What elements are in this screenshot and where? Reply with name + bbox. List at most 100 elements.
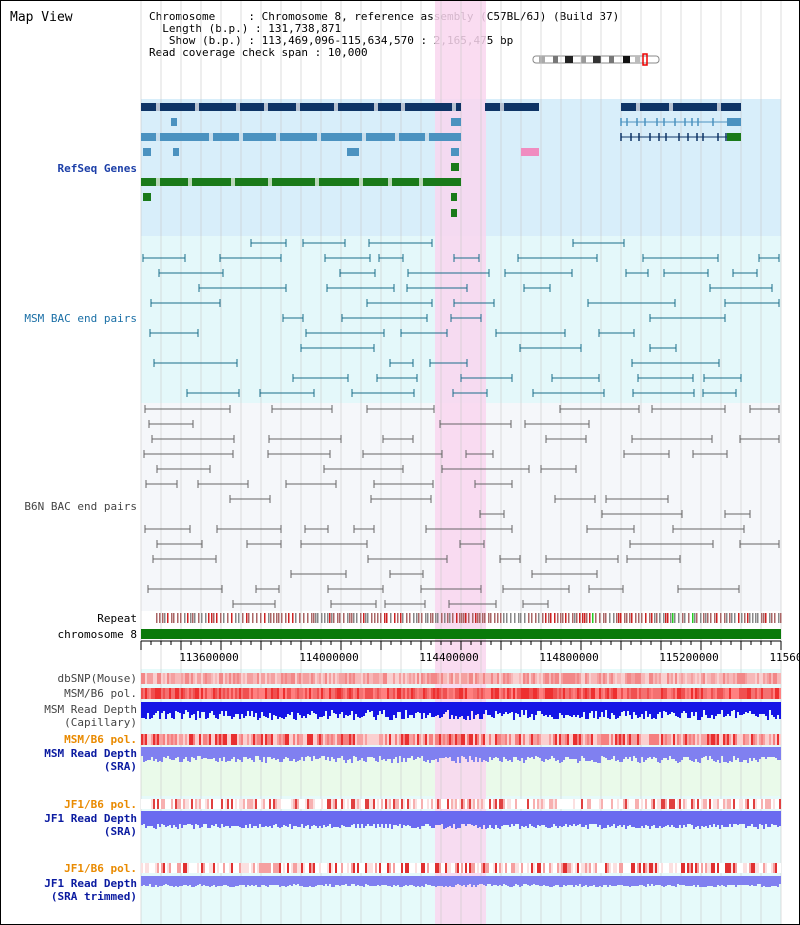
depth-bar [609, 702, 611, 719]
density-cell [163, 688, 165, 699]
density-cell [201, 688, 203, 699]
depth-bar [547, 811, 549, 828]
density-cell [183, 799, 185, 809]
density-cell [399, 688, 401, 699]
depth-bar [637, 702, 639, 718]
density-cell [315, 799, 317, 809]
density-cell [219, 799, 221, 809]
depth-bar [723, 811, 725, 827]
density-cell [185, 688, 187, 699]
density-cell [675, 673, 677, 684]
depth-bar [611, 702, 613, 713]
density-cell [181, 863, 183, 873]
depth-bar [425, 702, 427, 718]
density-cell [447, 799, 449, 809]
density-cell [743, 799, 745, 809]
depth-bar [257, 876, 259, 887]
density-cell [693, 688, 695, 699]
density-cell [295, 673, 297, 684]
depth-bar [501, 747, 503, 762]
depth-bar [299, 747, 301, 760]
density-cell [453, 799, 455, 809]
depth-bar [731, 702, 733, 711]
density-cell [577, 688, 579, 699]
density-cell [561, 673, 563, 684]
depth-bar [569, 747, 571, 759]
density-cell [553, 734, 555, 745]
density-cell [617, 673, 619, 684]
density-cell [593, 863, 595, 873]
depth-bar [491, 747, 493, 760]
depth-bar [233, 702, 235, 717]
depth-bar [269, 702, 271, 713]
density-cell [155, 863, 157, 873]
density-cell [289, 734, 291, 745]
depth-bar [675, 702, 677, 716]
density-cell [607, 688, 609, 699]
depth-bar [555, 747, 557, 761]
density-cell [591, 688, 593, 699]
density-cell [457, 673, 459, 684]
density-cell [633, 799, 635, 809]
repeat-mark [324, 613, 326, 623]
depth-bar [389, 747, 391, 759]
depth-bar [757, 811, 759, 829]
depth-bar [485, 876, 487, 886]
density-cell [689, 673, 691, 684]
depth-bar [217, 811, 219, 827]
depth-bar [553, 876, 555, 886]
depth-bar [609, 811, 611, 827]
depth-bar [525, 811, 527, 826]
depth-bar [173, 876, 175, 887]
repeat-mark [421, 613, 423, 623]
depth-bar [719, 876, 721, 886]
depth-bar [181, 747, 183, 762]
density-cell [415, 688, 417, 699]
density-cell [331, 734, 333, 745]
depth-bar [565, 811, 567, 824]
density-cell [625, 673, 627, 684]
density-cell [755, 673, 757, 684]
density-cell [529, 688, 531, 699]
density-cell [437, 863, 439, 873]
depth-bar [509, 702, 511, 713]
density-cell [541, 688, 543, 699]
density-cell [511, 688, 513, 699]
refseq-intron [388, 178, 392, 186]
density-cell [685, 673, 687, 684]
chromosome-ideogram[interactable] [531, 53, 663, 67]
density-cell [705, 799, 707, 809]
density-cell [663, 734, 665, 745]
depth-bar [541, 876, 543, 886]
depth-bar [247, 747, 249, 759]
density-cell [319, 673, 321, 684]
density-cell [257, 799, 259, 809]
depth-bar [647, 702, 649, 717]
depth-bar [431, 811, 433, 828]
density-cell [737, 734, 739, 745]
repeat-mark [400, 613, 402, 623]
density-cell [205, 799, 207, 809]
depth-bar [579, 876, 581, 884]
density-cell [605, 863, 607, 873]
density-cell [671, 688, 673, 699]
depth-bar [567, 747, 569, 757]
density-cell [767, 673, 769, 684]
repeat-mark [184, 613, 186, 623]
density-cell [727, 688, 729, 699]
depth-bar [157, 811, 159, 824]
density-cell [359, 688, 361, 699]
density-cell [663, 863, 665, 873]
depth-bar [411, 811, 413, 828]
repeat-mark [321, 613, 323, 623]
density-cell [671, 799, 673, 809]
depth-bar [491, 876, 493, 886]
depth-bar [453, 702, 455, 719]
depth-bar [391, 747, 393, 763]
density-cell [213, 673, 215, 684]
repeat-mark [692, 613, 694, 623]
depth-bar [477, 702, 479, 714]
density-cell [683, 799, 685, 809]
